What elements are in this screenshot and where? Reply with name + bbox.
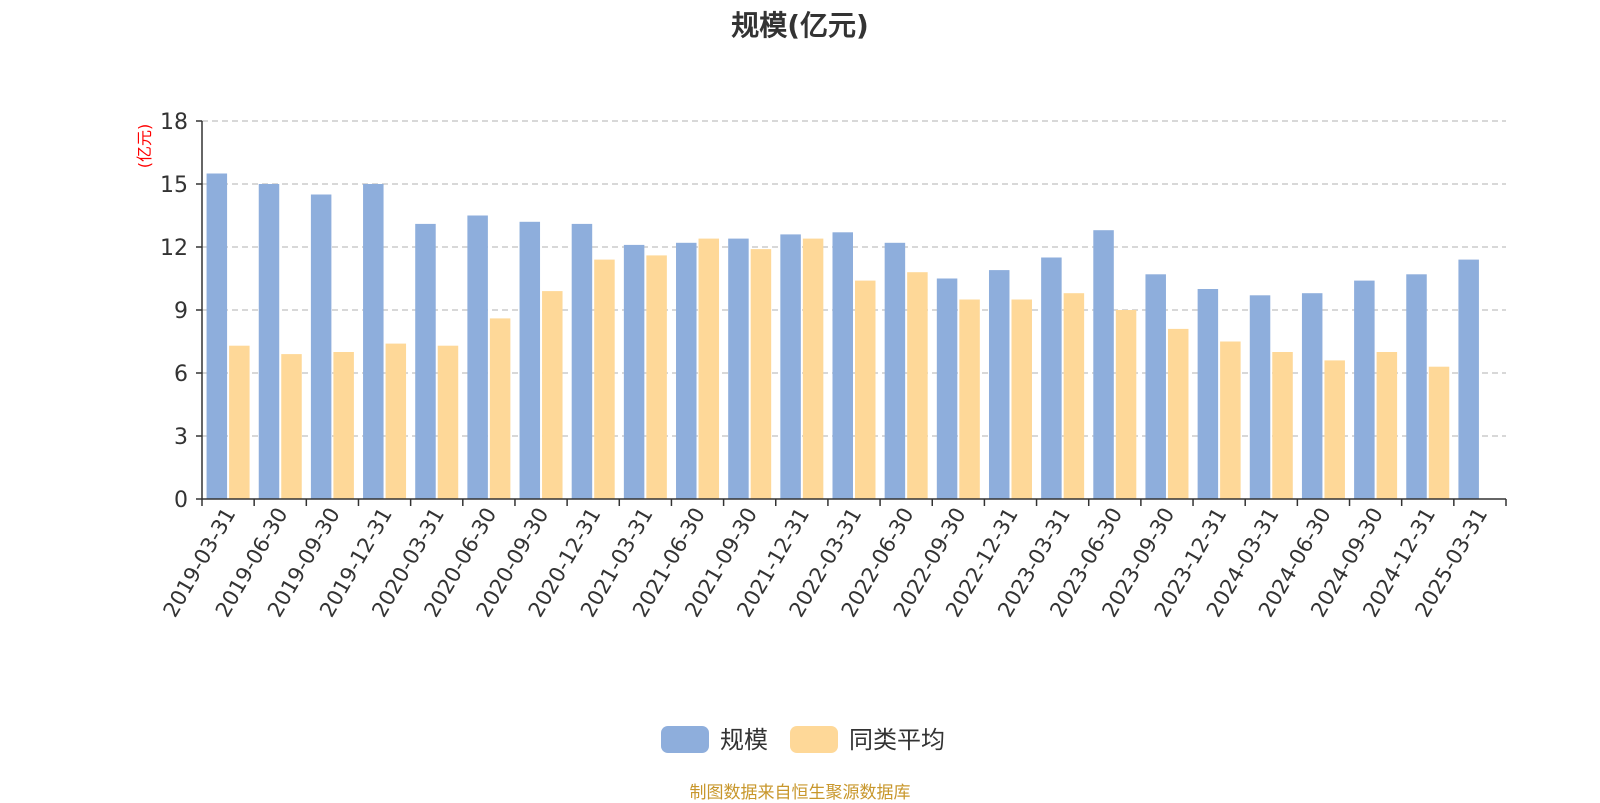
bar[interactable] [1041,257,1062,500]
bar[interactable] [206,173,228,500]
bar[interactable] [623,244,645,499]
y-tick-label: 0 [174,488,188,513]
bar[interactable] [258,184,280,499]
bar[interactable] [1458,259,1479,499]
bar[interactable] [415,223,436,499]
legend-swatch [790,726,838,753]
y-tick-label: 12 [160,236,188,261]
bar[interactable] [1428,366,1450,499]
y-axis-label: (亿元) [135,124,154,169]
bar[interactable] [728,238,749,499]
bar[interactable] [333,352,354,499]
bar[interactable] [698,238,720,499]
bar[interactable] [229,345,250,499]
bar[interactable] [1301,293,1323,499]
bar[interactable] [1115,310,1137,499]
bar[interactable] [646,255,667,499]
legend-swatch [661,726,709,753]
legend-label: 规模 [720,726,768,754]
grid-lines [202,120,1506,437]
bar[interactable] [1406,274,1427,499]
bar[interactable] [1063,293,1085,499]
bars [206,173,1479,500]
bar[interactable] [1011,299,1032,500]
bar[interactable] [594,259,615,499]
y-tick-label: 3 [174,425,188,450]
bar[interactable] [363,184,384,499]
bar[interactable] [519,221,541,500]
source-note: 制图数据来自恒生聚源数据库 [689,783,911,803]
bar[interactable] [1272,352,1293,499]
bar[interactable] [988,270,1010,499]
bar[interactable] [884,242,906,500]
bar[interactable] [802,238,824,499]
bar[interactable] [571,223,593,499]
bar[interactable] [832,232,854,500]
bar[interactable] [1324,360,1345,499]
bar[interactable] [780,234,801,499]
bar[interactable] [1167,328,1189,499]
legend-label: 同类平均 [849,726,945,754]
legend-item[interactable]: 规模 [661,726,768,754]
x-tick-labels: 2019-03-312019-06-302019-09-302019-12-31… [159,499,1507,621]
bar[interactable] [907,272,928,499]
y-tick-label: 15 [160,173,188,198]
bar[interactable] [385,343,407,499]
bar[interactable] [959,299,980,500]
bar[interactable] [676,242,697,500]
bar[interactable] [467,215,488,500]
bar[interactable] [750,249,772,499]
chart-title: 规模(亿元) [731,9,869,42]
bar[interactable] [310,194,332,500]
bar[interactable] [1376,352,1398,499]
bar[interactable] [1249,295,1271,499]
bar[interactable] [281,354,302,499]
bar[interactable] [1197,289,1219,499]
bar[interactable] [936,278,958,500]
bar[interactable] [489,318,511,499]
y-tick-labels: 0 3 6 9 12 15 18 [160,110,202,513]
bar[interactable] [437,345,459,499]
bar[interactable] [1093,230,1114,499]
bar[interactable] [855,280,876,499]
legend-item[interactable]: 同类平均 [790,726,945,754]
y-tick-label: 18 [160,110,188,135]
bar[interactable] [1354,280,1375,499]
bar[interactable] [542,291,563,499]
legend[interactable]: 规模 同类平均 [661,726,945,754]
bar[interactable] [1220,341,1241,500]
bar[interactable] [1145,274,1166,499]
y-tick-label: 9 [174,299,188,324]
y-tick-label: 6 [174,362,188,387]
